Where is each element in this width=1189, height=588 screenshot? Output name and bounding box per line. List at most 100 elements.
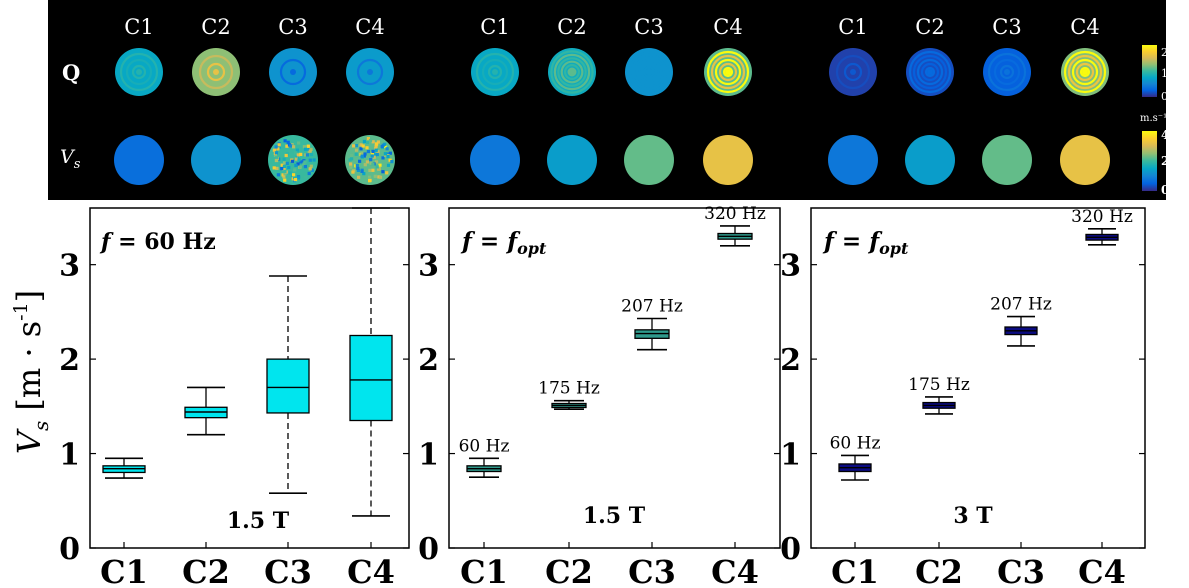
vs-map-speckle	[274, 158, 278, 163]
vs-map-disc	[624, 135, 674, 185]
vs-map-speckle	[276, 173, 280, 177]
map-col-label: C4	[713, 15, 742, 39]
box-data-label: 320 Hz	[1071, 207, 1133, 227]
vs-map-speckle	[276, 147, 280, 151]
vs-map-speckle	[289, 144, 293, 148]
y-tick-label: 2	[780, 343, 801, 378]
vs-map-disc	[982, 135, 1032, 185]
q-map-ring	[1071, 58, 1099, 86]
q-map-ring	[916, 58, 944, 86]
vs-map-speckle	[284, 153, 288, 158]
q-map-ring	[718, 62, 738, 82]
vs-map-disc	[905, 135, 955, 185]
vs-map-speckle	[272, 166, 276, 170]
panel-annotation: f = 60 Hz	[99, 229, 216, 255]
map-col-label: C2	[201, 15, 230, 39]
vs-map-speckle	[310, 168, 314, 172]
vs-map-speckle	[359, 147, 363, 151]
q-map-ring	[633, 56, 665, 88]
y-tick-label: 2	[418, 343, 439, 378]
vs-map-speckle	[292, 145, 296, 149]
q-map-ring	[628, 51, 670, 93]
q-map-ring	[475, 52, 515, 92]
box-data-label: 175 Hz	[538, 379, 600, 399]
vs-map-speckle	[306, 144, 310, 148]
colorbar-q	[1142, 45, 1157, 97]
colorbar-unit: m.s⁻¹	[1140, 113, 1167, 124]
q-map-ring	[119, 52, 159, 92]
vs-map-speckle	[280, 163, 284, 167]
box-panel-3: 0 1 2 3 C1 60 Hz C2 175 Hz C3 207 Hz C4 320 Hz f = …	[780, 207, 1146, 588]
y-axis-label: Vs [m · s-1]	[10, 290, 53, 454]
vs-map-speckle	[308, 167, 312, 171]
q-map-ring	[714, 58, 742, 86]
vs-map-speckle	[291, 175, 295, 179]
panel-marks: 0 1 2 3 C1 60 Hz C2 175 Hz C3 207 Hz C4 320 Hz	[418, 204, 780, 588]
q-map-ring	[638, 61, 660, 83]
vs-map-speckle	[274, 151, 278, 155]
vs-map-speckle	[274, 145, 278, 149]
box-body	[266, 358, 310, 414]
q-map-center	[367, 69, 373, 75]
vs-map-disc	[828, 135, 878, 185]
vs-map-speckle	[277, 145, 281, 149]
y-tick-label: 1	[780, 438, 801, 473]
q-map-ring	[710, 54, 746, 90]
vs-map-speckle	[295, 155, 299, 159]
vs-map-speckle	[280, 167, 284, 171]
map-discs	[114, 48, 1110, 185]
vs-map-speckle	[303, 165, 307, 169]
y-tick-label: 2	[59, 343, 80, 378]
map-col-label: C2	[915, 15, 944, 39]
vs-map-speckle	[362, 154, 366, 158]
y-tick-label: 1	[418, 438, 439, 473]
x-tick-label: C3	[628, 553, 676, 588]
vs-map-speckle	[365, 146, 369, 150]
q-map-center	[1004, 69, 1010, 75]
colorbar-vs-tick: 2	[1161, 154, 1169, 168]
vs-map-speckle	[303, 160, 307, 164]
q-map-center	[1082, 69, 1088, 75]
vs-map-speckle	[287, 165, 291, 170]
q-map-ring	[563, 63, 580, 80]
map-panel: C1 C2 C3 C4 C1 C2 C3 C4 C1 C2 C3 C4 Q Vs…	[48, 0, 1182, 200]
vs-map-speckle	[282, 164, 286, 168]
vs-map-speckle	[381, 170, 385, 174]
box-data-label: 320 Hz	[704, 204, 766, 224]
vs-map-speckle	[293, 178, 298, 182]
q-map-ring	[198, 54, 234, 90]
vs-map-speckle	[273, 153, 278, 157]
vs-map-speckle	[294, 151, 298, 155]
vs-map-speckle	[354, 144, 358, 148]
vs-map-speckle	[388, 151, 392, 155]
q-map-ring	[481, 58, 509, 86]
vs-map-speckle	[356, 166, 360, 171]
q-map-ring	[125, 58, 153, 86]
vs-map-speckle	[377, 167, 381, 171]
vs-map-speckle	[296, 176, 301, 180]
vs-map-speckle	[360, 151, 364, 155]
q-map-ring	[279, 58, 307, 86]
vs-map-speckle	[272, 148, 276, 152]
vs-map-speckle	[305, 153, 309, 157]
vs-map-speckle	[302, 145, 306, 149]
axes-frame	[89, 207, 410, 549]
vs-map-speckle	[374, 148, 378, 152]
vs-map-speckle	[385, 171, 389, 175]
x-tick-label: C1	[100, 553, 148, 588]
q-map-center	[646, 69, 652, 75]
colorbar-vs	[1142, 131, 1157, 191]
vs-map-speckle	[283, 169, 287, 174]
vs-map-speckle	[360, 154, 364, 158]
vs-map-speckle	[296, 153, 300, 157]
vs-map-speckle	[366, 137, 370, 141]
vs-map-speckle	[294, 163, 298, 167]
x-tick-label: C2	[545, 553, 593, 588]
vs-map-speckle	[282, 175, 286, 179]
vs-map-speckle	[303, 147, 308, 151]
q-map-ring	[557, 57, 587, 87]
vs-map-speckle	[356, 168, 360, 172]
box-panel-2: 0 1 2 3 C1 60 Hz C2 175 Hz C3 207 Hz C4 320 Hz f = …	[418, 204, 781, 588]
vs-map-speckle	[290, 159, 294, 163]
